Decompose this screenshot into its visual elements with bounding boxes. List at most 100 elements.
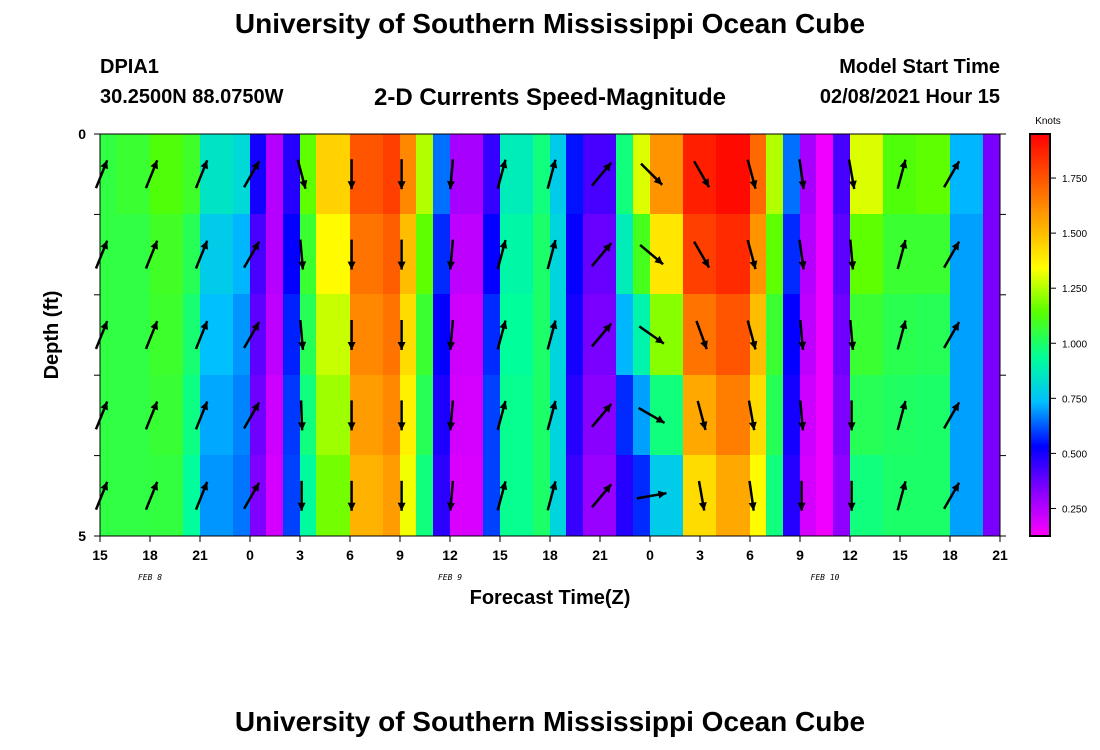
heatmap-cell [283,214,300,295]
arrow-head [899,320,908,330]
current-arrow [397,159,406,190]
arrow-head [499,240,508,249]
arrow-head [657,490,667,499]
current-arrow [243,240,261,269]
heatmap-cell [533,134,550,215]
arrow-head [699,421,708,430]
heatmap-cell [850,134,884,215]
current-arrow [496,400,508,431]
heatmap-cell [766,214,784,295]
heatmap-cell [850,455,884,536]
heatmap-cell [716,294,750,376]
current-arrow [94,481,109,511]
current-arrow [94,320,109,350]
arrow-head [499,400,508,410]
heatmap-cell [383,375,400,456]
current-arrow [636,490,667,500]
arrow-head [397,261,406,270]
current-arrow [748,480,757,511]
heatmap-cell [200,455,234,536]
heatmap-cell [316,455,350,536]
heatmap-cell [500,294,534,376]
heatmap-cell [483,375,500,456]
current-arrow [546,159,558,190]
colorbar-tick-label: 1.250 [1062,284,1087,295]
heatmap-cell [450,214,484,295]
heatmap-cell [833,134,850,215]
heatmap-cell [233,455,250,536]
arrow-head [447,422,455,431]
footer-title: University of Southern Mississippi Ocean… [234,706,866,737]
heatmap-cell [950,455,984,536]
current-arrow [746,159,758,190]
current-arrow [194,401,209,430]
x-tick-label: 12 [842,547,858,563]
arrow-head [150,160,158,170]
x-tick-label: 15 [492,547,508,563]
current-arrow [847,400,856,431]
heatmap-cell [483,455,500,536]
arrow-head [251,402,260,412]
current-arrow [347,400,356,431]
current-arrow [298,319,307,351]
arrow-head [100,240,108,250]
heatmap-cell [650,294,684,376]
arrow-head [603,403,612,413]
arrow-head [298,261,307,270]
heatmap-cell [500,214,534,295]
arrow-head [251,322,260,331]
current-arrow [797,480,806,511]
heatmap-cell [566,294,584,376]
current-arrow [798,159,807,190]
current-arrow [297,480,306,511]
current-arrow [94,401,109,430]
arrow-head [951,161,960,171]
heatmap-cell [550,455,567,536]
heatmap-cell [150,294,184,376]
heatmap-cell [783,294,800,376]
current-arrow [798,239,807,270]
arrow-head [150,321,158,331]
arrow-head [701,258,710,268]
heatmap-cell [750,134,767,215]
heatmap-cell [616,214,634,295]
heatmap-cell [450,455,484,536]
arrow-head [749,260,758,270]
heatmap-cell [350,455,384,536]
heatmap-cell [500,375,534,456]
heatmap-cell [416,214,434,295]
colorbar: Knots 0.250 0.500 0.750 1.000 1.250 1.500 1.75… [1029,116,1087,537]
heatmap-cell [650,134,684,215]
arrow-head [150,240,158,250]
heatmap-cell [183,455,200,536]
heatmap-cell [533,455,550,536]
heatmap-cell [566,134,584,215]
current-arrow [347,159,356,190]
heatmap-cell [533,214,550,295]
heatmap-cell [766,455,784,536]
current-arrow [896,400,908,431]
current-arrow [640,162,664,186]
date-label: FEB 9 [438,573,462,582]
current-arrow [496,480,508,511]
arrow-head [200,321,208,331]
heatmap-cell [633,455,650,536]
arrow-head [899,240,908,249]
heatmap-cell [633,294,650,376]
heatmap-cell [116,294,150,376]
heatmap-cell [950,294,984,376]
heatmap-cell [183,375,200,456]
heatmap-cell [400,214,417,295]
current-arrow [943,240,961,269]
heatmap-cell [283,455,300,536]
heatmap-cell [633,214,650,295]
arrow-head [347,342,356,350]
heatmap-cell [983,294,1000,376]
heatmap-cell [400,134,417,215]
heatmap-cell [300,134,317,215]
heatmap-cell [300,214,317,295]
x-tick-label: 21 [192,547,208,563]
arrow-head [549,240,558,249]
heatmap-cell [833,294,850,376]
